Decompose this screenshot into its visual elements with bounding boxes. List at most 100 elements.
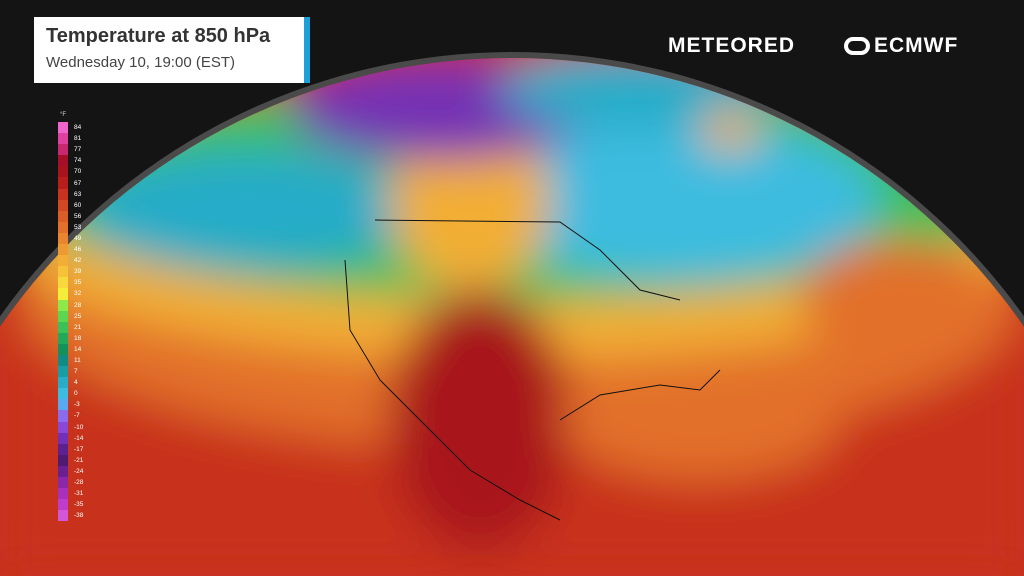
legend-item: 35 [58,277,90,289]
legend-item: 46 [58,244,90,256]
legend-value: 81 [74,135,82,143]
map-title-card: Temperature at 850 hPa Wednesday 10, 19:… [34,17,310,83]
legend-value: 60 [74,201,82,209]
legend-value: 7 [74,368,78,376]
legend-swatch [58,332,68,344]
legend-value: 84 [74,124,82,132]
legend-swatch [58,399,68,411]
legend-value: -31 [74,490,84,498]
meteored-logo: METEORED [668,34,796,57]
legend-swatch [58,477,68,489]
legend-value: 74 [74,157,82,165]
legend-value: -7 [74,412,80,420]
legend-swatch [58,244,68,256]
legend-value: 67 [74,179,82,187]
legend-value: 56 [74,212,82,220]
legend-item: -24 [58,465,90,477]
legend-value: 42 [74,257,82,265]
legend-item: 7 [58,366,90,378]
legend-value: 11 [74,357,81,365]
legend-value: 25 [74,312,82,320]
legend-swatch [58,499,68,511]
legend-value: 28 [74,301,82,309]
legend-swatch [58,410,68,422]
legend-item: 32 [58,288,90,300]
legend-swatch [58,232,68,245]
legend-swatch [58,299,68,311]
ecmwf-logo: ECMWF [844,34,958,58]
legend-item: -7 [58,410,90,422]
legend-item: 42 [58,255,90,267]
coastline [344,259,561,521]
legend-item: 81 [58,133,90,145]
legend-value: 63 [74,190,82,198]
legend-item: -10 [58,421,90,433]
legend-value: 39 [74,268,82,276]
legend-swatch [58,488,68,500]
legend-value: 46 [74,246,82,254]
legend-value: -28 [74,479,84,487]
legend-value: 32 [74,290,82,298]
legend-value: 4 [74,379,78,387]
legend-swatch [58,155,68,167]
legend-swatch [58,177,68,189]
legend-swatch [58,421,68,433]
border-line [374,219,681,301]
legend-item: 18 [58,332,90,344]
legend-value: -10 [74,423,84,431]
legend-swatch [58,310,68,322]
legend-item: 77 [58,144,90,156]
legend-item: -31 [58,488,90,500]
legend-item: -3 [58,399,90,411]
legend-swatch [58,166,68,178]
legend-swatch [58,188,68,200]
legend-item: 53 [58,221,90,233]
legend-swatch [58,210,68,222]
legend-item: 11 [58,354,90,367]
legend-item: 70 [58,166,90,178]
legend-swatch [58,221,68,233]
legend-value: 35 [74,279,82,287]
legend-value: 14 [74,345,82,353]
legend-item: -17 [58,443,90,455]
legend-swatch [58,266,68,278]
legend-item: 0 [58,388,90,400]
legend-item: -21 [58,454,90,466]
legend-swatch [58,366,68,378]
legend-swatch [58,255,68,267]
legend-item: 39 [58,266,90,278]
coastline [559,369,721,421]
legend-swatch [58,465,68,477]
legend-value: -3 [74,401,80,409]
legend-value: 70 [74,168,82,176]
legend-item: 74 [58,155,90,167]
legend-value: 21 [74,323,82,331]
legend-swatch [58,122,68,134]
legend-item: -28 [58,477,90,489]
legend-value: -21 [74,456,84,464]
legend-item: 28 [58,299,90,311]
legend-item: 25 [58,310,90,322]
legend-swatch [58,277,68,289]
map-title: Temperature at 850 hPa [46,25,271,47]
legend-item: 67 [58,177,90,189]
legend-value: -17 [74,445,84,453]
legend-value: -14 [74,434,84,442]
legend-item: 63 [58,188,90,200]
legend-swatch [58,454,68,466]
legend-item: 84 [58,122,90,134]
legend-unit: °F [60,112,67,118]
legend-swatch [58,443,68,455]
legend-item: 14 [58,343,90,355]
ecmwf-text: ECMWF [874,34,959,57]
ecmwf-emblem-icon [844,37,870,55]
legend-swatch [58,199,68,211]
legend-swatch [58,133,68,145]
legend-swatch [58,288,68,300]
legend-value: -38 [74,512,84,520]
legend-swatch [58,321,68,333]
legend-value: 0 [74,390,78,398]
map-timestamp: Wednesday 10, 19:00 (EST) [46,54,235,71]
